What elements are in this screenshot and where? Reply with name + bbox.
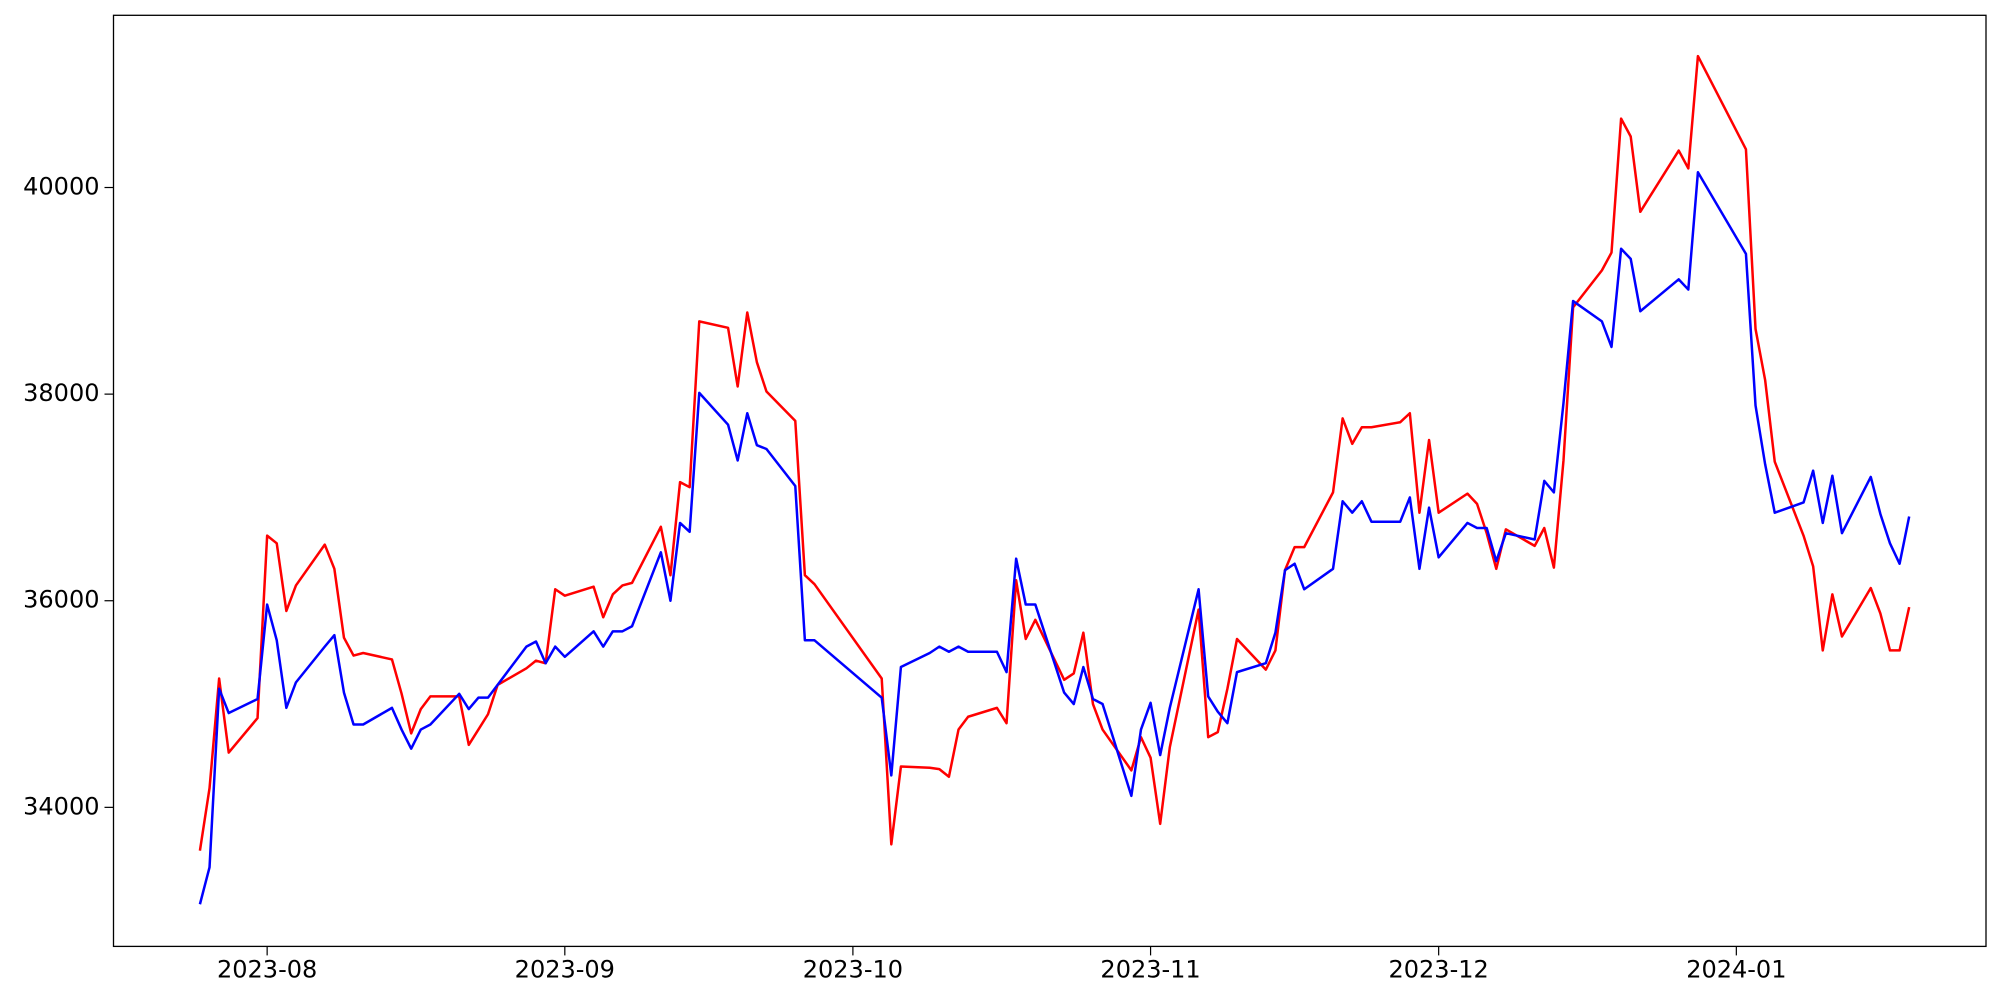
x-tick-label: 2023-12	[1389, 955, 1489, 983]
x-tick-label: 2023-08	[217, 955, 317, 983]
plot-frame	[112, 14, 1987, 948]
data-line	[198, 54, 1911, 851]
y-tick-label: 40000	[23, 173, 99, 201]
x-tick-label: 2023-09	[515, 955, 615, 983]
x-tick-label: 2023-11	[1100, 955, 1200, 983]
x-tick-label: 2023-10	[803, 955, 903, 983]
y-tick-label: 36000	[23, 586, 99, 614]
y-tick-label: 38000	[23, 379, 99, 407]
y-tick-label: 34000	[23, 792, 99, 820]
data-line	[198, 170, 1911, 905]
x-tick-label: 2024-01	[1686, 955, 1786, 983]
